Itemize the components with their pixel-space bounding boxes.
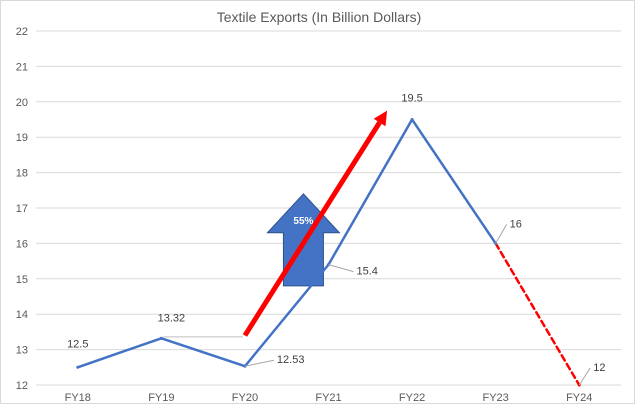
x-tick-label: FY23 [482,392,508,404]
label-leader-line [328,264,354,273]
x-axis-ticks: FY18 FY19 FY20 FY21 FY22 FY23 FY24 [65,392,593,404]
line-segment [76,337,163,369]
label-leader-line [495,224,508,244]
annotations: 55% [242,110,388,337]
y-axis-ticks: 12 13 14 15 16 17 18 19 20 21 22 [16,26,28,392]
y-tick-label: 21 [16,61,28,73]
y-tick-label: 18 [16,168,28,180]
y-tick-label: 15 [16,274,28,286]
x-tick-label: FY21 [315,392,341,404]
line-segment [327,118,414,266]
line-segment [160,337,247,368]
y-tick-label: 19 [16,132,28,144]
x-tick-label: FY19 [148,392,174,404]
y-tick-label: 12 [16,380,28,392]
data-label: 12.5 [67,338,88,350]
line-segment [243,263,330,368]
y-tick-label: 16 [16,238,28,250]
data-label: 19.5 [401,93,422,105]
y-tick-label: 20 [16,97,28,109]
data-point [76,365,80,369]
percent-increase-label: 55% [293,216,313,227]
data-label: 16 [510,218,522,230]
trend-arrow-shaft [242,121,382,337]
label-leader-line [244,359,275,367]
line-segment [410,118,497,245]
data-point [159,336,163,340]
y-tick-label: 22 [16,26,28,38]
y-tick-label: 17 [16,203,28,215]
x-tick-label: FY24 [566,392,592,404]
label-leader-line [578,367,591,386]
trend-arrow-head [373,110,388,127]
data-label: 15.4 [357,266,378,278]
chart-title: Textile Exports (In Billion Dollars) [217,9,422,25]
y-tick-label: 14 [16,309,28,321]
data-labels: 12.5 13.32 12.53 15.4 19.5 16 12 [67,93,605,386]
y-tick-label: 13 [16,345,28,357]
gridlines [36,30,621,386]
data-label: 12.53 [277,354,305,366]
series-line [76,118,581,387]
data-label: 13.32 [158,312,186,324]
x-tick-label: FY22 [399,392,425,404]
x-tick-label: FY18 [65,392,91,404]
x-tick-label: FY20 [232,392,258,404]
data-point [410,118,414,121]
data-label: 12 [593,362,605,374]
projected-segment [494,242,581,387]
